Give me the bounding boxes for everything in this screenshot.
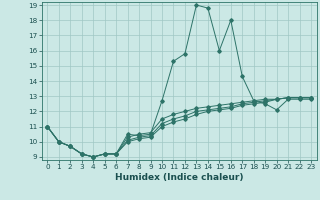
X-axis label: Humidex (Indice chaleur): Humidex (Indice chaleur) — [115, 173, 244, 182]
